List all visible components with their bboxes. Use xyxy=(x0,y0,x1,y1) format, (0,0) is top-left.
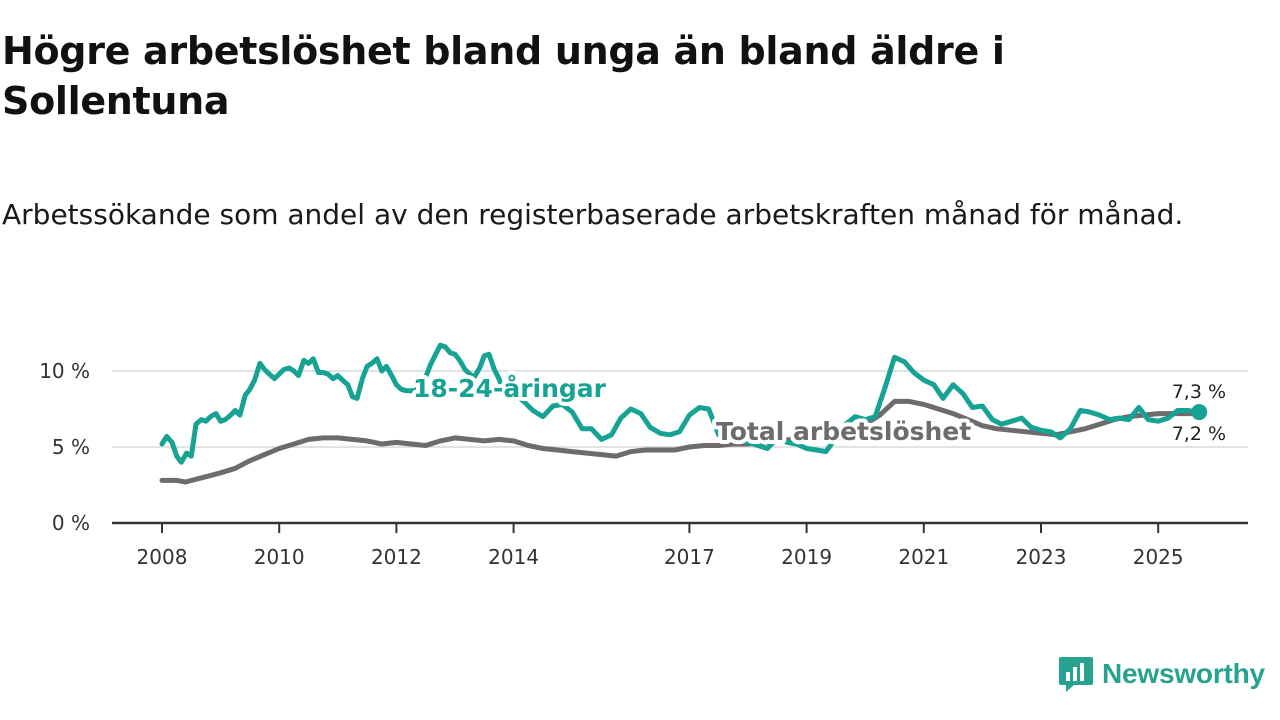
x-tick-label: 2025 xyxy=(1133,545,1184,569)
chart-subtitle: Arbetssökande som andel av den registerb… xyxy=(2,198,1184,231)
series-label-total-halo: Total arbetslöshet xyxy=(716,417,971,446)
end-marker-youth xyxy=(1191,404,1208,421)
series-label-total: Total arbetslöshet xyxy=(716,417,971,446)
series-label-youth: 18-24-åringar xyxy=(413,374,607,403)
end-value-youth: 7,3 % xyxy=(1172,381,1226,403)
x-tick-label: 2010 xyxy=(254,545,305,569)
newsworthy-logo: Newsworthy xyxy=(1058,652,1265,696)
y-tick-label: 0 % xyxy=(52,511,90,535)
x-tick-label: 2017 xyxy=(664,545,715,569)
axes: 0 % 5 % 10 % 2008 2010 2012 2014 2017 2019 2021 20… xyxy=(39,359,1248,569)
y-tick-label: 5 % xyxy=(52,435,90,459)
newsworthy-logo-text: Newsworthy xyxy=(1102,658,1265,689)
series-label-youth-halo: 18-24-åringar xyxy=(413,374,607,403)
grid-lines xyxy=(112,370,1248,448)
newsworthy-logo-icon xyxy=(1059,657,1093,692)
x-tick-label: 2023 xyxy=(1016,545,1067,569)
x-tick-label: 2012 xyxy=(371,545,422,569)
x-tick-label: 2019 xyxy=(781,545,832,569)
y-tick-label: 10 % xyxy=(39,359,90,383)
x-tick-label: 2021 xyxy=(898,545,949,569)
x-tick-label: 2014 xyxy=(488,545,539,569)
series-lines xyxy=(159,342,1208,485)
series-line-youth xyxy=(159,342,1202,465)
end-value-total: 7,2 % xyxy=(1172,423,1226,445)
x-tick-label: 2008 xyxy=(137,545,188,569)
chart-title: Högre arbetslöshet bland unga än bland ä… xyxy=(2,29,1005,123)
series-line-total xyxy=(159,398,1202,485)
